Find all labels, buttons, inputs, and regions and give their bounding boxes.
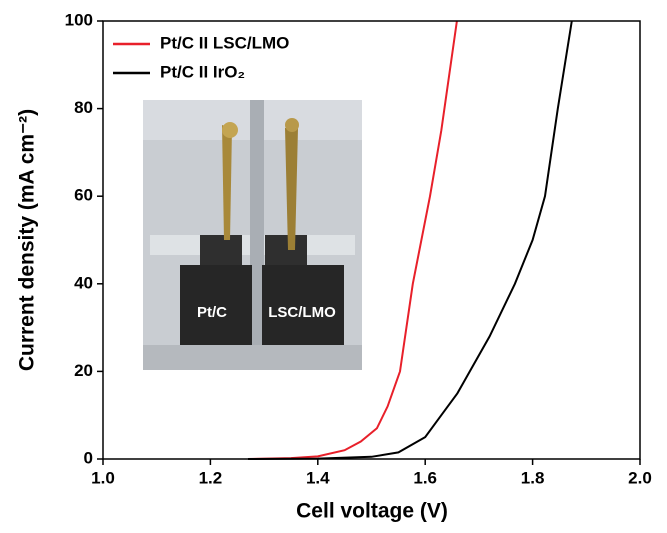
inset-label: Pt/C bbox=[197, 304, 227, 321]
inset-label: LSC/LMO bbox=[268, 304, 336, 321]
x-tick-label: 1.0 bbox=[91, 468, 115, 487]
inset-photo bbox=[143, 100, 362, 370]
legend-label: Pt/C II IrO₂ bbox=[160, 62, 245, 81]
series-line bbox=[247, 20, 458, 460]
y-tick-label: 80 bbox=[74, 98, 93, 117]
x-tick-label: 1.2 bbox=[199, 468, 223, 487]
x-tick-label: 1.6 bbox=[413, 468, 437, 487]
y-tick-label: 0 bbox=[84, 448, 93, 467]
y-tick-label: 40 bbox=[74, 273, 93, 292]
series-line bbox=[247, 20, 573, 460]
x-tick-label: 2.0 bbox=[628, 468, 652, 487]
x-tick-label: 1.4 bbox=[306, 468, 330, 487]
x-axis-label: Cell voltage (V) bbox=[296, 500, 448, 523]
y-tick-label: 60 bbox=[74, 186, 93, 205]
x-tick-label: 1.8 bbox=[521, 468, 545, 487]
y-axis-label: Current density (mA cm⁻²) bbox=[16, 109, 39, 371]
y-tick-label: 20 bbox=[74, 361, 93, 380]
legend-label: Pt/C II LSC/LMO bbox=[160, 33, 289, 52]
plot-frame bbox=[102, 20, 641, 460]
y-tick-label: 100 bbox=[65, 10, 93, 29]
